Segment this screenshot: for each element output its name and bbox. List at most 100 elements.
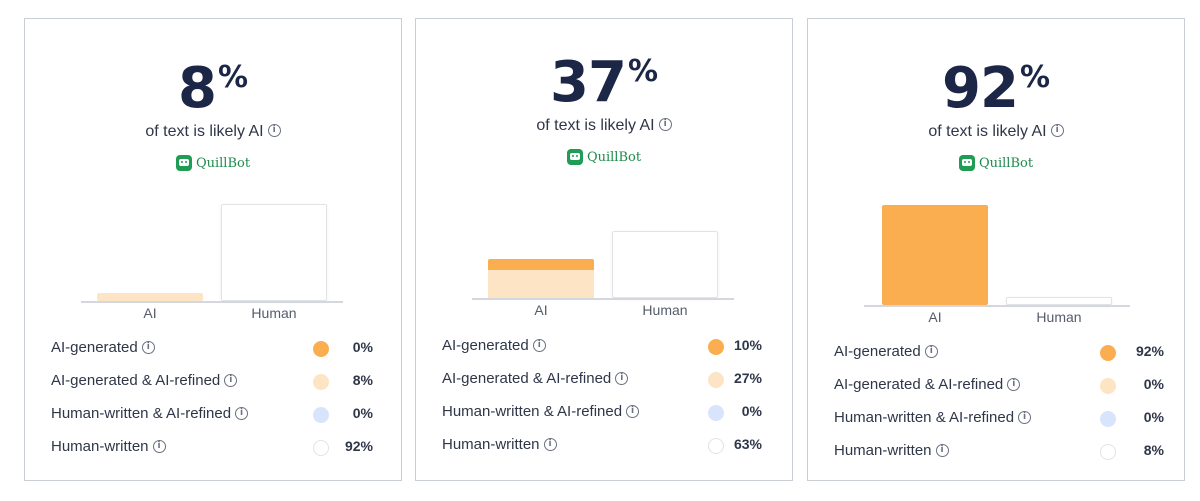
ai-percentage: 37% bbox=[416, 55, 792, 111]
quillbot-brand: QuillBot bbox=[416, 149, 792, 165]
x-label-ai: AI bbox=[928, 309, 942, 325]
ai-detection-card-1: 8% of text is likely AI i QuillBot AI Hum… bbox=[24, 18, 402, 481]
likely-ai-caption: of text is likely AI i bbox=[808, 123, 1184, 141]
info-icon[interactable]: i bbox=[615, 371, 629, 385]
likely-ai-text: of text is likely AI bbox=[536, 117, 655, 134]
ai-refined-color-dot bbox=[1100, 378, 1116, 394]
chart-baseline bbox=[472, 298, 734, 300]
percent-sign: % bbox=[627, 54, 658, 89]
info-icon[interactable]: i bbox=[543, 437, 557, 451]
info-icon[interactable]: i bbox=[924, 344, 938, 358]
ai-percentage: 8% bbox=[25, 61, 401, 117]
legend-label: AI-generated i bbox=[834, 343, 938, 360]
legend-value: 0% bbox=[1143, 409, 1164, 425]
legend-row-human-written: Human-written i 92% bbox=[25, 436, 403, 458]
legend-value: 8% bbox=[1143, 442, 1164, 458]
legend-value: 0% bbox=[352, 405, 373, 421]
legend-label: AI-generated & AI-refined i bbox=[51, 372, 238, 389]
x-label-human: Human bbox=[642, 302, 688, 318]
legend-row-ai-generated: AI-generated i 0% bbox=[25, 337, 403, 359]
legend-label: Human-written & AI-refined i bbox=[442, 403, 640, 420]
x-label-ai: AI bbox=[534, 302, 548, 318]
legend-label: AI-generated & AI-refined i bbox=[442, 370, 629, 387]
legend-row-human-written: Human-written i 63% bbox=[416, 434, 794, 456]
legend-label: AI-generated i bbox=[51, 339, 155, 356]
legend-label: Human-written i bbox=[51, 438, 166, 455]
brand-name: QuillBot bbox=[978, 155, 1034, 171]
info-icon[interactable]: i bbox=[1050, 124, 1064, 138]
x-label-human: Human bbox=[1036, 309, 1082, 325]
quillbot-logo-icon bbox=[566, 149, 583, 165]
ai-detection-card-2: 37% of text is likely AI i QuillBot AI Hu… bbox=[415, 18, 793, 481]
quillbot-brand: QuillBot bbox=[25, 155, 401, 171]
quillbot-logo-icon bbox=[175, 155, 192, 171]
info-icon[interactable]: i bbox=[935, 443, 949, 457]
info-icon[interactable]: i bbox=[267, 124, 281, 138]
legend-row-ai-generated-ai-refined: AI-generated & AI-refined i 27% bbox=[416, 368, 794, 390]
brand-name: QuillBot bbox=[195, 155, 251, 171]
likely-ai-text: of text is likely AI bbox=[145, 123, 264, 140]
ai-detection-card-3: 92% of text is likely AI i QuillBot AI Hu… bbox=[807, 18, 1185, 481]
human-refined-color-dot bbox=[313, 407, 329, 423]
legend-value: 92% bbox=[1135, 343, 1164, 359]
human-refined-color-dot bbox=[708, 405, 724, 421]
ai-generated-color-dot bbox=[313, 341, 329, 357]
legend-row-human-written: Human-written i 8% bbox=[808, 440, 1186, 462]
legend-row-ai-generated-ai-refined: AI-generated & AI-refined i 8% bbox=[25, 370, 403, 392]
ai-refined-color-dot bbox=[313, 374, 329, 390]
info-icon[interactable]: i bbox=[532, 338, 546, 352]
legend-value: 92% bbox=[344, 438, 373, 454]
info-icon[interactable]: i bbox=[224, 373, 238, 387]
info-icon[interactable]: i bbox=[141, 340, 155, 354]
bar-ai-generated bbox=[882, 205, 988, 305]
legend-label: Human-written & AI-refined i bbox=[834, 409, 1032, 426]
legend-row-ai-generated: AI-generated i 92% bbox=[808, 341, 1186, 363]
ai-percentage-value: 92 bbox=[942, 56, 1019, 121]
likely-ai-caption: of text is likely AI i bbox=[416, 117, 792, 135]
info-icon[interactable]: i bbox=[658, 118, 672, 132]
legend-label: Human-written i bbox=[442, 436, 557, 453]
bar-ai-generated-ai-refined bbox=[488, 270, 594, 298]
x-label-ai: AI bbox=[143, 305, 157, 321]
bar-ai-generated-ai-refined bbox=[97, 293, 203, 301]
ai-percentage: 92% bbox=[808, 61, 1184, 117]
legend-value: 0% bbox=[1143, 376, 1164, 392]
info-icon[interactable]: i bbox=[235, 406, 249, 420]
ai-human-bar-chart: AI Human bbox=[25, 199, 403, 324]
info-icon[interactable]: i bbox=[1007, 377, 1021, 391]
info-icon[interactable]: i bbox=[1018, 410, 1032, 424]
percent-sign: % bbox=[1019, 60, 1050, 95]
chart-baseline bbox=[864, 305, 1130, 307]
bar-human-written bbox=[612, 231, 718, 298]
legend-label: AI-generated & AI-refined i bbox=[834, 376, 1021, 393]
quillbot-logo-icon bbox=[958, 155, 975, 171]
legend-value: 10% bbox=[733, 337, 762, 353]
legend-value: 27% bbox=[733, 370, 762, 386]
legend-label: Human-written i bbox=[834, 442, 949, 459]
legend-value: 0% bbox=[352, 339, 373, 355]
ai-generated-color-dot bbox=[1100, 345, 1116, 361]
legend-row-human-written-ai-refined: Human-written & AI-refined i 0% bbox=[25, 403, 403, 425]
ai-percentage-value: 37 bbox=[550, 50, 627, 115]
info-icon[interactable]: i bbox=[626, 404, 640, 418]
ai-human-bar-chart: AI Human bbox=[416, 197, 794, 322]
ai-human-bar-chart: AI Human bbox=[808, 199, 1186, 329]
legend-row-human-written-ai-refined: Human-written & AI-refined i 0% bbox=[416, 401, 794, 423]
likely-ai-caption: of text is likely AI i bbox=[25, 123, 401, 141]
human-refined-color-dot bbox=[1100, 411, 1116, 427]
legend-value: 63% bbox=[733, 436, 762, 452]
legend-label: Human-written & AI-refined i bbox=[51, 405, 249, 422]
human-written-color-dot bbox=[1100, 444, 1116, 460]
info-icon[interactable]: i bbox=[152, 439, 166, 453]
x-label-human: Human bbox=[251, 305, 297, 321]
ai-generated-color-dot bbox=[708, 339, 724, 355]
quillbot-brand: QuillBot bbox=[808, 155, 1184, 171]
likely-ai-text: of text is likely AI bbox=[928, 123, 1047, 140]
legend-label: AI-generated i bbox=[442, 337, 546, 354]
percent-sign: % bbox=[217, 60, 249, 95]
bar-human-written bbox=[221, 204, 327, 301]
legend-row-ai-generated-ai-refined: AI-generated & AI-refined i 0% bbox=[808, 374, 1186, 396]
bar-ai-generated bbox=[488, 259, 594, 270]
human-written-color-dot bbox=[313, 440, 329, 456]
legend-row-human-written-ai-refined: Human-written & AI-refined i 0% bbox=[808, 407, 1186, 429]
